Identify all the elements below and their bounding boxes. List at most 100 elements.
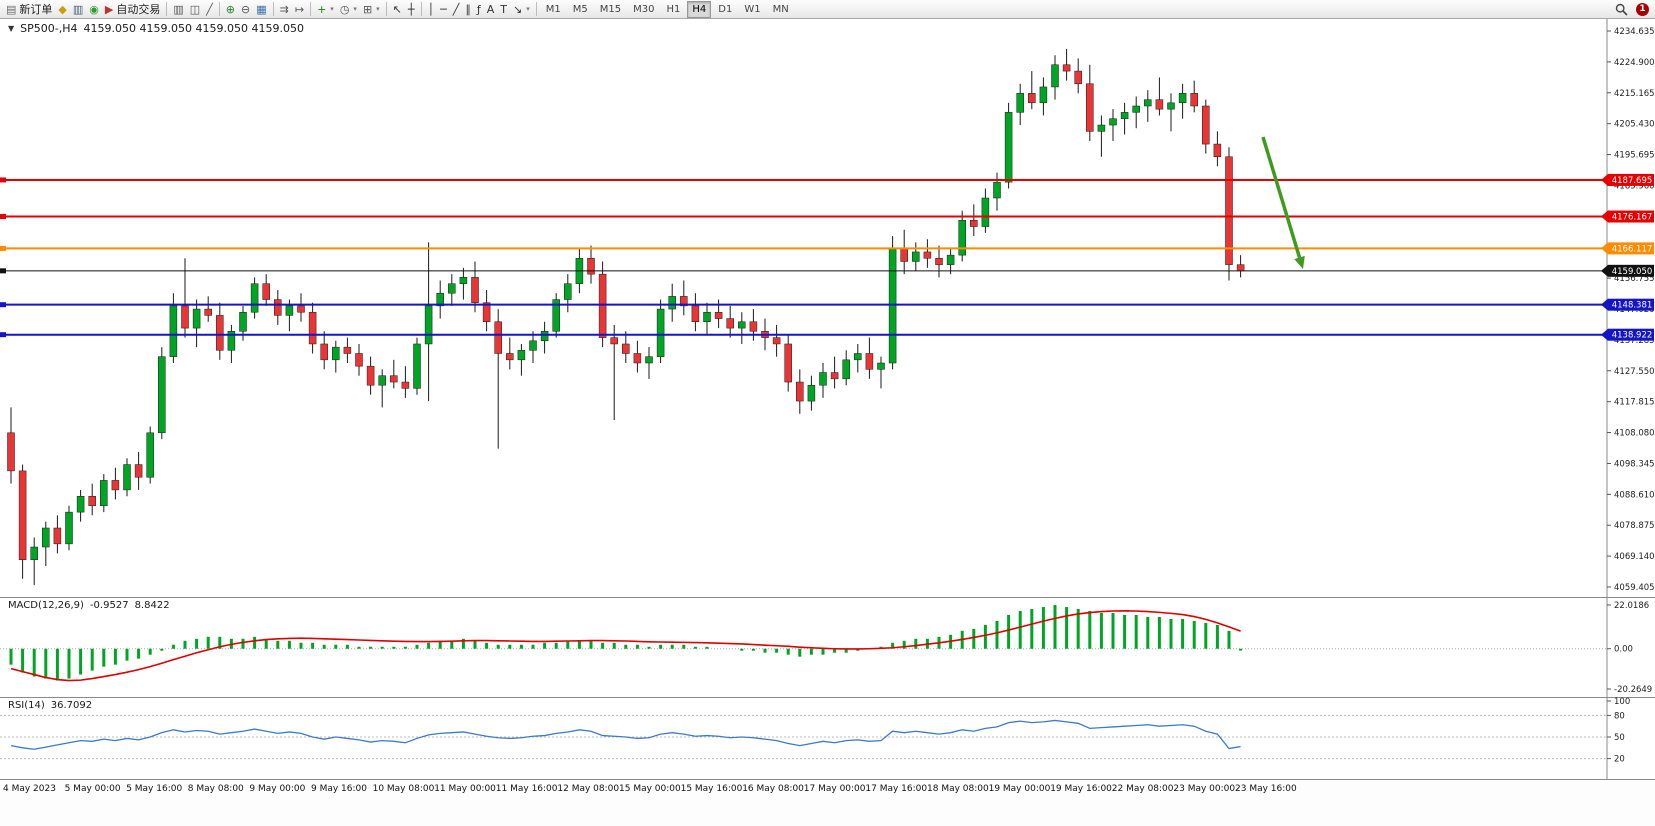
period-clock-icon[interactable]: ◷ ▾ bbox=[337, 1, 360, 18]
bar-chart-type-icon[interactable]: ▥ bbox=[170, 1, 186, 18]
line-chart-type-icon[interactable]: ╱ bbox=[203, 1, 216, 18]
timeframe-button-m5[interactable]: M5 bbox=[572, 3, 588, 15]
svg-text:4098.345: 4098.345 bbox=[1614, 459, 1655, 469]
candle-body bbox=[1167, 102, 1175, 110]
timeframe-button-d1[interactable]: D1 bbox=[718, 3, 733, 15]
fibonacci-icon: ƒ bbox=[476, 2, 481, 16]
timeframe-button-w1[interactable]: W1 bbox=[744, 3, 761, 15]
chart-workspace[interactable]: 4234.635 4224.900 4215.165 4205.430 4195.695… bbox=[0, 19, 1655, 826]
trendline-icon: ╱ bbox=[452, 2, 460, 16]
time-axis-label: 11 May 00:00 bbox=[434, 784, 496, 794]
candle-body bbox=[552, 299, 560, 332]
macd-label: MACD(12,26,9) -0.9527 8.8422 bbox=[8, 600, 170, 611]
timeframe-button-h4[interactable]: H4 bbox=[687, 0, 712, 18]
candle-body bbox=[506, 353, 514, 361]
chart-shift-icon[interactable]: ↦ bbox=[292, 1, 307, 18]
candle-body bbox=[772, 337, 781, 345]
charts-window-icon: ▥ bbox=[72, 2, 84, 16]
candle-body bbox=[76, 496, 85, 513]
timeframe-button-m15[interactable]: M15 bbox=[599, 3, 622, 15]
cursor-icon: ↖ bbox=[392, 2, 402, 16]
candle-body bbox=[1016, 93, 1024, 113]
candle-body bbox=[1236, 264, 1245, 272]
search-icon[interactable] bbox=[1612, 1, 1631, 18]
shapes-icon[interactable]: ↘ ▾ bbox=[510, 1, 533, 18]
time-axis-label: 16 May 08:00 bbox=[742, 784, 804, 794]
candle-body bbox=[239, 311, 247, 332]
svg-text:4215.165: 4215.165 bbox=[1614, 89, 1655, 99]
macd-signal-line bbox=[10, 609, 1241, 682]
main-price-chart[interactable]: 4234.635 4224.900 4215.165 4205.430 4195.695… bbox=[0, 19, 1655, 597]
zoom-in-icon[interactable]: ⊕ bbox=[223, 1, 238, 18]
zoom-out-icon[interactable]: ⊖ bbox=[238, 1, 253, 18]
time-axis[interactable]: 4 May 2023 5 May 00:00 5 May 16:00 8 May 08… bbox=[0, 779, 1655, 826]
rsi-indicator-panel[interactable]: 100 80 50 20 bbox=[0, 697, 1655, 779]
chevron-down-icon[interactable]: ▾ bbox=[353, 5, 357, 13]
candle-body bbox=[448, 283, 456, 294]
cursor-icon[interactable]: ↖ bbox=[390, 1, 405, 18]
auto-scroll-icon[interactable]: ⇉ bbox=[277, 1, 292, 18]
candle-body bbox=[564, 283, 572, 300]
equidistant-channel-icon: ∥ bbox=[465, 2, 471, 16]
candle-body bbox=[216, 315, 224, 351]
rsi-line bbox=[10, 719, 1241, 750]
horizontal-line-icon[interactable]: ─ bbox=[437, 1, 450, 18]
time-axis-label: 22 May 08:00 bbox=[1111, 784, 1174, 794]
autotrading-button-label: 自动交易 bbox=[116, 3, 161, 16]
candle-body bbox=[888, 248, 897, 364]
macd-indicator-panel[interactable]: 22.0186 0.00 -20.2649 bbox=[0, 597, 1655, 697]
candle-body bbox=[308, 311, 317, 345]
time-axis-label: 5 May 00:00 bbox=[64, 784, 121, 794]
candle-body bbox=[923, 251, 932, 259]
candle-body bbox=[993, 181, 1001, 199]
svg-text:80: 80 bbox=[1614, 711, 1625, 721]
chevron-down-icon[interactable]: ▾ bbox=[376, 5, 380, 13]
trendline-icon[interactable]: ╱ bbox=[450, 1, 463, 18]
charts-window-icon[interactable]: ▥ bbox=[70, 1, 86, 18]
refresh-data-icon[interactable]: ◉ bbox=[86, 1, 102, 18]
candle-body bbox=[390, 375, 398, 383]
trade-gold-icon[interactable]: ◆ bbox=[55, 1, 69, 18]
candle-body bbox=[958, 219, 966, 256]
templates-icon[interactable]: ⊞ ▾ bbox=[360, 1, 383, 18]
vertical-line-icon[interactable]: │ bbox=[425, 1, 438, 18]
candle-body bbox=[285, 305, 294, 316]
text-icon[interactable]: A bbox=[484, 1, 498, 18]
autotrading-button[interactable]: ▶ 自动交易 bbox=[102, 1, 163, 18]
equidistant-channel-icon[interactable]: ∥ bbox=[462, 1, 474, 18]
candle-body bbox=[1120, 112, 1129, 119]
candle-body bbox=[181, 305, 189, 329]
indicators-icon[interactable]: + ▾ bbox=[314, 1, 337, 18]
price-badge bbox=[1608, 328, 1654, 341]
chevron-down-icon[interactable]: ▾ bbox=[330, 5, 334, 13]
timeframe-button-mn[interactable]: MN bbox=[772, 3, 789, 15]
timeframe-button-m30[interactable]: M30 bbox=[633, 3, 655, 15]
candle-body bbox=[656, 308, 665, 357]
candle-body bbox=[436, 292, 444, 307]
chart-shift-icon: ↦ bbox=[294, 2, 305, 16]
tile-windows-icon[interactable]: ▦ bbox=[253, 1, 269, 18]
candle-body bbox=[587, 258, 595, 275]
candle-body bbox=[192, 308, 201, 329]
templates-icon: ⊞ bbox=[362, 2, 373, 16]
time-axis-label: 17 May 16:00 bbox=[865, 784, 928, 794]
candle-body bbox=[598, 273, 607, 338]
candle-body bbox=[691, 305, 700, 323]
crosshair-icon[interactable]: ┼ bbox=[405, 1, 418, 18]
trend-arrow[interactable] bbox=[1261, 136, 1305, 269]
candle-body bbox=[1028, 93, 1036, 104]
candle-body bbox=[738, 321, 746, 329]
timeframe-button-h1[interactable]: H1 bbox=[666, 3, 681, 15]
timeframe-button-m1[interactable]: M1 bbox=[545, 3, 561, 15]
notification-badge[interactable]: 1 bbox=[1636, 2, 1649, 16]
price-badge bbox=[1608, 173, 1654, 186]
label-icon[interactable]: T bbox=[497, 1, 510, 18]
chevron-down-icon[interactable]: ▾ bbox=[526, 5, 530, 13]
new-order-button[interactable]: ▤ 新订单 bbox=[3, 1, 55, 18]
candle-body bbox=[668, 296, 676, 310]
fibonacci-icon[interactable]: ƒ bbox=[474, 1, 484, 18]
candlestick-chart-type-icon[interactable]: ◫ bbox=[187, 1, 203, 18]
toolbar-separator bbox=[218, 2, 220, 16]
symbol-collapse-icon[interactable]: ▼ bbox=[8, 24, 15, 33]
candle-body bbox=[204, 308, 212, 316]
